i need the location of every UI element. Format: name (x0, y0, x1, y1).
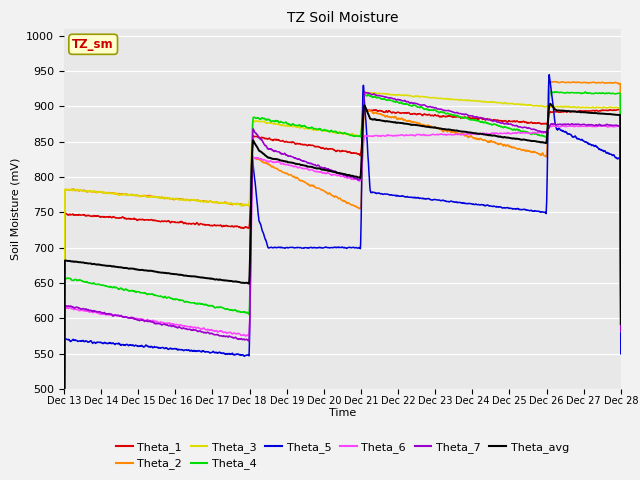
Y-axis label: Soil Moisture (mV): Soil Moisture (mV) (11, 157, 20, 260)
Theta_2 (601, 80, 609, 86)
Theta_4 (617, 306, 625, 312)
Theta_avg (601, 111, 609, 117)
Theta_avg (316, 166, 324, 171)
Line: Theta_7: Theta_7 (64, 92, 621, 480)
Line: Theta_2: Theta_2 (64, 82, 621, 466)
Theta_1 (617, 318, 625, 324)
Theta_7 (88, 308, 96, 314)
Theta_1 (601, 108, 609, 113)
Theta_5 (601, 148, 609, 154)
Theta_1 (601, 108, 609, 113)
Theta_6 (499, 131, 506, 136)
Line: Theta_avg: Theta_avg (64, 104, 621, 480)
Theta_7 (331, 168, 339, 174)
Theta_2 (601, 80, 609, 86)
Theta_2 (88, 189, 96, 194)
Text: TZ_sm: TZ_sm (72, 38, 114, 51)
Theta_3 (601, 105, 609, 110)
Theta_2 (550, 79, 558, 84)
Theta_3 (617, 316, 625, 322)
Theta_1 (316, 144, 324, 150)
Theta_avg (617, 321, 625, 327)
Theta_4 (601, 91, 609, 96)
Theta_1 (88, 214, 96, 219)
Theta_avg (601, 111, 609, 117)
Theta_5 (88, 340, 96, 346)
Theta_1 (361, 107, 369, 112)
Theta_2 (60, 463, 68, 468)
Theta_2 (331, 193, 339, 199)
Theta_6 (617, 328, 625, 334)
Theta_6 (316, 169, 324, 175)
Theta_4 (88, 281, 96, 287)
Theta_7 (601, 122, 609, 128)
Theta_6 (88, 310, 96, 315)
Theta_7 (361, 89, 369, 95)
Legend: Theta_1, Theta_2, Theta_3, Theta_4, Theta_5, Theta_6, Theta_7, Theta_avg: Theta_1, Theta_2, Theta_3, Theta_4, Thet… (111, 438, 573, 474)
Theta_3 (361, 89, 369, 95)
Line: Theta_5: Theta_5 (64, 75, 621, 480)
Theta_1 (331, 147, 339, 153)
Theta_5 (316, 244, 324, 250)
Theta_4 (499, 124, 506, 130)
Theta_7 (601, 123, 609, 129)
Theta_2 (617, 300, 625, 306)
Theta_3 (331, 130, 339, 135)
Theta_1 (60, 475, 68, 480)
Theta_avg (88, 262, 96, 267)
Theta_5 (601, 148, 609, 154)
Theta_4 (601, 91, 609, 96)
Theta_4 (547, 89, 555, 95)
Theta_7 (617, 328, 625, 334)
Theta_2 (316, 186, 324, 192)
Theta_4 (331, 129, 339, 134)
Line: Theta_1: Theta_1 (64, 109, 621, 478)
Theta_6 (601, 123, 609, 129)
Theta_avg (331, 169, 339, 175)
Theta_3 (499, 101, 506, 107)
Theta_2 (499, 142, 506, 148)
Theta_avg (499, 134, 506, 140)
Theta_3 (316, 126, 324, 132)
Theta_5 (331, 244, 339, 250)
Theta_avg (547, 101, 554, 107)
X-axis label: Time: Time (329, 408, 356, 418)
Theta_5 (617, 351, 625, 357)
Theta_3 (88, 189, 96, 194)
Theta_6 (601, 122, 609, 128)
Line: Theta_3: Theta_3 (64, 92, 621, 466)
Line: Theta_4: Theta_4 (64, 92, 621, 480)
Title: TZ Soil Moisture: TZ Soil Moisture (287, 11, 398, 25)
Theta_7 (316, 164, 324, 170)
Theta_6 (600, 123, 608, 129)
Theta_1 (499, 118, 506, 124)
Theta_5 (499, 205, 506, 211)
Theta_7 (499, 120, 506, 126)
Theta_3 (601, 105, 609, 110)
Theta_5 (545, 72, 553, 78)
Theta_6 (331, 172, 339, 178)
Theta_3 (60, 463, 68, 468)
Theta_4 (316, 126, 324, 132)
Line: Theta_6: Theta_6 (64, 125, 621, 480)
